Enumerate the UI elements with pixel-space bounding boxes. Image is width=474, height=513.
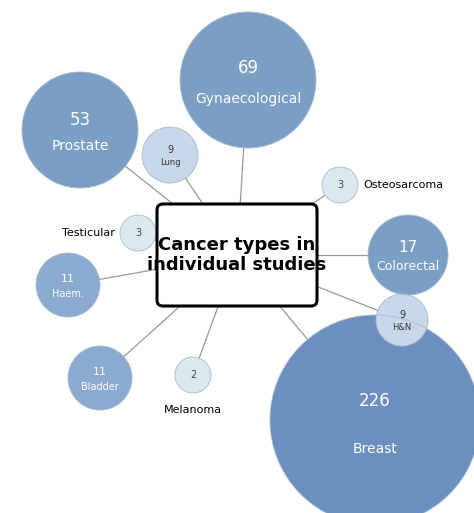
Circle shape [120, 215, 156, 251]
FancyBboxPatch shape [157, 204, 317, 306]
Text: 17: 17 [398, 240, 418, 255]
Text: 2: 2 [190, 370, 196, 380]
Text: 53: 53 [69, 111, 91, 129]
Text: Melanoma: Melanoma [164, 405, 222, 415]
Text: Haem.: Haem. [52, 289, 84, 299]
Circle shape [36, 253, 100, 317]
Text: 3: 3 [337, 180, 343, 190]
Text: Breast: Breast [353, 442, 397, 457]
Text: 9: 9 [399, 310, 405, 320]
Text: Bladder: Bladder [81, 382, 119, 392]
Circle shape [68, 346, 132, 410]
Circle shape [368, 215, 448, 295]
Circle shape [22, 72, 138, 188]
Circle shape [270, 315, 474, 513]
Text: Prostate: Prostate [51, 139, 109, 153]
Text: Lung: Lung [160, 159, 180, 167]
Text: 9: 9 [167, 145, 173, 155]
Circle shape [142, 127, 198, 183]
Text: 226: 226 [359, 392, 391, 410]
Text: 11: 11 [93, 367, 107, 377]
Circle shape [376, 294, 428, 346]
Text: Gynaecological: Gynaecological [195, 92, 301, 106]
Text: Cancer types in
individual studies: Cancer types in individual studies [147, 235, 327, 274]
Text: Colorectal: Colorectal [376, 260, 439, 273]
Circle shape [322, 167, 358, 203]
Circle shape [175, 357, 211, 393]
Text: 69: 69 [237, 59, 258, 77]
Text: 3: 3 [135, 228, 141, 238]
Text: Osteosarcoma: Osteosarcoma [363, 180, 443, 190]
Circle shape [180, 12, 316, 148]
Text: H&N: H&N [392, 323, 411, 332]
Text: Testicular: Testicular [62, 228, 115, 238]
Text: 11: 11 [61, 274, 75, 284]
